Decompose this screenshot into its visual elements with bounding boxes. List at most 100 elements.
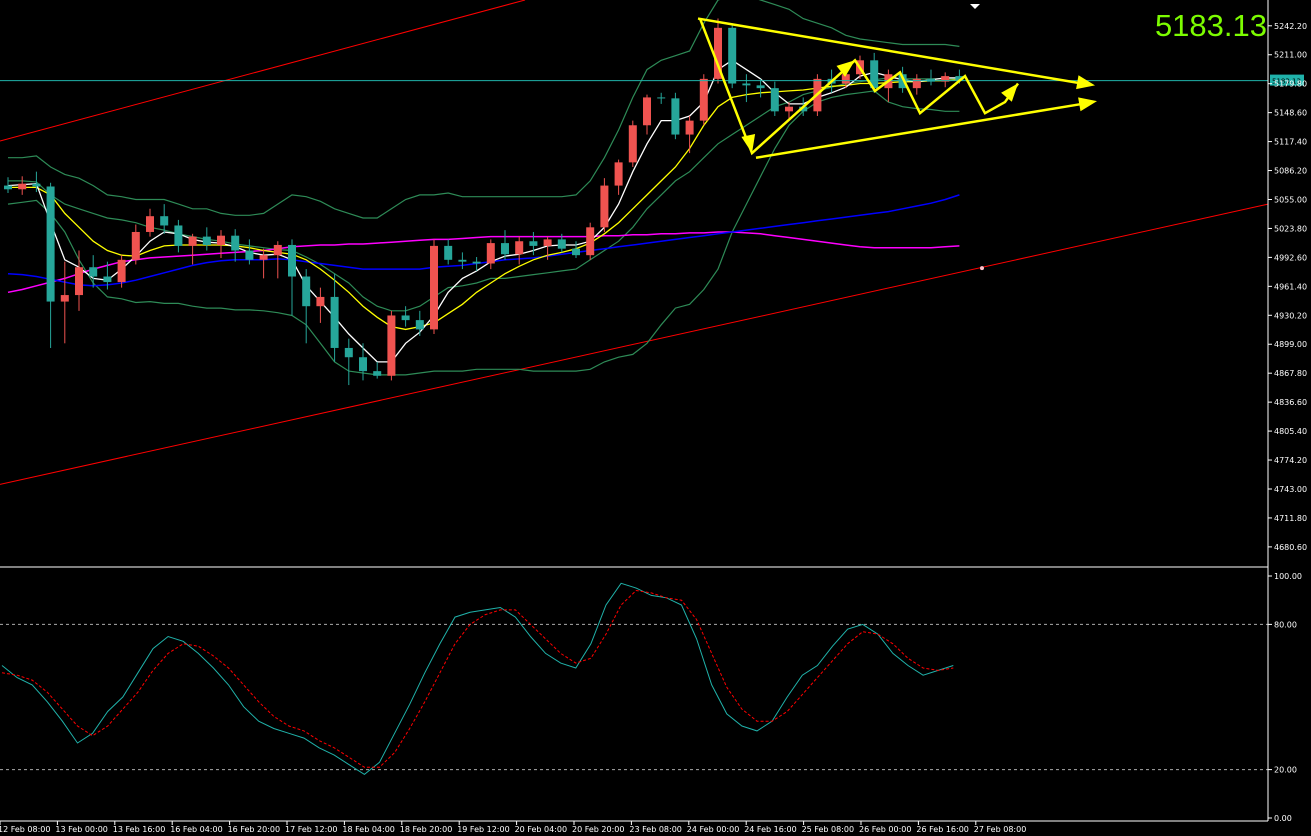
candle[interactable] [628,125,637,163]
candle[interactable] [756,85,765,89]
candle[interactable] [955,76,964,81]
candle[interactable] [231,235,240,251]
candle[interactable] [344,347,353,358]
x-tick-label: 23 Feb 08:00 [629,825,681,834]
candle[interactable] [131,231,140,260]
candle[interactable] [373,371,382,376]
candle[interactable] [387,315,396,376]
wave-arrowhead-3 [1001,83,1018,102]
candle[interactable] [32,183,41,187]
candle[interactable] [515,241,524,255]
candle[interactable] [202,236,211,245]
candle[interactable] [188,236,197,246]
y-tick-label: 5148.60 [1274,109,1307,118]
candle[interactable] [174,225,183,246]
candle[interactable] [572,248,580,256]
candle[interactable] [671,98,680,135]
y-tick-label: 4899.00 [1274,340,1307,349]
y-tick-label: 5023.80 [1274,224,1307,233]
stoch-tick-label: 0.00 [1274,814,1292,823]
candle[interactable] [316,296,325,307]
candle[interactable] [600,185,609,228]
candle[interactable] [728,27,737,84]
candle[interactable] [259,255,268,260]
stoch-tick-label: 100.00 [1274,572,1302,581]
candle[interactable] [146,216,154,232]
stochastic-panel[interactable] [0,582,1268,776]
candle[interactable] [359,357,367,372]
x-tick-label: 16 Feb 20:00 [228,825,280,834]
ma-yellow-line [8,79,960,331]
candle[interactable] [18,183,27,190]
candle[interactable] [302,276,311,307]
candle[interactable] [245,250,254,260]
candle[interactable] [273,244,282,256]
x-tick-label: 27 Feb 08:00 [974,825,1026,834]
candle[interactable] [898,74,907,89]
candle[interactable] [4,185,12,190]
ma-blue-line [7,194,960,287]
candle[interactable] [117,259,126,283]
x-tick-label: 19 Feb 12:00 [457,825,509,834]
candle[interactable] [501,243,509,255]
candle[interactable] [486,243,495,264]
candle[interactable] [160,216,169,226]
channel-lower-line [0,203,1269,485]
price-panel[interactable] [0,0,1269,485]
wave-arrowhead-1 [741,134,756,154]
y-tick-label: 4711.80 [1274,514,1307,523]
candle[interactable] [685,120,694,135]
candle[interactable] [60,295,69,302]
candle[interactable] [912,78,921,89]
candle[interactable] [415,320,424,330]
x-tick-label: 13 Feb 16:00 [113,825,165,834]
y-tick-label: 5242.20 [1274,22,1307,31]
y-tick-label: 4836.60 [1274,398,1307,407]
candle[interactable] [643,97,651,126]
y-tick-label: 4867.80 [1274,369,1307,378]
candle[interactable] [785,106,793,112]
x-tick-label: 20 Feb 20:00 [572,825,624,834]
candle[interactable] [799,106,808,112]
candle[interactable] [742,83,751,86]
candle[interactable] [529,241,538,246]
candle[interactable] [586,227,595,256]
candle[interactable] [699,78,708,121]
x-tick-label: 13 Feb 00:00 [55,825,107,834]
candle[interactable] [657,97,666,99]
candle[interactable] [841,74,850,84]
y-tick-label: 4961.40 [1274,282,1307,291]
y-tick-label: 4743.00 [1274,485,1307,494]
stochastic-main-line [1,582,954,776]
candle[interactable] [714,27,722,79]
stochastic-signal-line [1,589,954,768]
y-tick-label: 5055.00 [1274,195,1307,204]
candle[interactable] [430,245,438,330]
x-tick-label: 18 Feb 20:00 [400,825,452,834]
candle[interactable] [614,162,623,186]
candle[interactable] [401,315,410,321]
x-tick-label: 24 Feb 00:00 [687,825,739,834]
candle[interactable] [870,60,879,89]
candle[interactable] [941,76,950,82]
candle[interactable] [46,186,55,302]
candle[interactable] [472,261,481,264]
candle[interactable] [458,259,467,262]
candle[interactable] [217,235,225,245]
candle[interactable] [330,296,339,348]
candle[interactable] [75,267,83,296]
candle[interactable] [89,267,98,277]
x-tick-label: 17 Feb 12:00 [285,825,337,834]
candle[interactable] [444,245,453,260]
candle[interactable] [770,88,779,112]
x-tick-label: 26 Feb 00:00 [859,825,911,834]
candle[interactable] [103,276,112,283]
stoch-tick-label: 80.00 [1274,620,1297,629]
y-tick-label: 5179.80 [1274,80,1307,89]
candle[interactable] [557,239,566,249]
shift-marker-icon [970,4,980,9]
candle[interactable] [543,239,552,246]
candle[interactable] [288,244,296,277]
